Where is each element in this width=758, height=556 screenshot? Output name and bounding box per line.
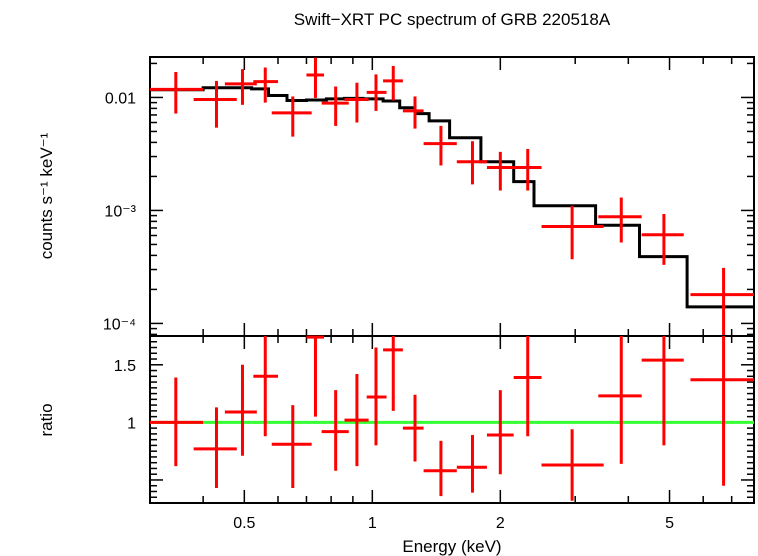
chart-title: Swift−XRT PC spectrum of GRB 220518A bbox=[294, 10, 611, 29]
x-tick-labels: 0.5 1 2 5 bbox=[233, 515, 674, 532]
spectrum-data-point bbox=[193, 80, 237, 128]
ratio-data-point bbox=[253, 336, 278, 437]
ratio-data-point bbox=[690, 336, 754, 486]
y-tick-label: 10⁻⁴ bbox=[103, 316, 136, 333]
ratio-panel: 11.5 0.5 1 2 5 ratio Energy (keV) bbox=[37, 335, 755, 556]
spectrum-data-point bbox=[224, 69, 257, 105]
y-tick-label: 0.01 bbox=[105, 90, 136, 107]
spectrum-panel: 0.01 10⁻³ 10⁻⁴ counts s⁻¹ keV⁻¹ bbox=[37, 56, 755, 337]
ratio-data-point bbox=[321, 390, 349, 471]
ratio-data-point bbox=[513, 336, 542, 437]
ratio-plot-frame bbox=[149, 335, 755, 504]
ratio-data-point bbox=[423, 440, 457, 497]
spectrum-axis-ticks bbox=[149, 57, 754, 336]
spectrum-y-tick-labels: 0.01 10⁻³ 10⁻⁴ bbox=[103, 90, 137, 333]
spectrum-data-point bbox=[402, 96, 424, 129]
x-tick-label: 5 bbox=[665, 515, 674, 532]
spectrum-model-group bbox=[150, 86, 754, 309]
spectrum-data-point bbox=[253, 67, 278, 103]
ratio-data-point bbox=[402, 394, 424, 462]
spectrum-data-point bbox=[306, 57, 325, 98]
spectrum-data-point bbox=[641, 213, 684, 265]
ratio-data-point bbox=[456, 435, 487, 493]
ratio-data-point bbox=[150, 377, 204, 467]
model-step-line bbox=[150, 86, 754, 309]
spectrum-data-point bbox=[513, 148, 542, 191]
spectrum-data-point bbox=[598, 197, 642, 243]
spectrum-data-point bbox=[150, 71, 204, 114]
spectrum-y-axis-label: counts s⁻¹ keV⁻¹ bbox=[37, 132, 56, 259]
spectrum-data-point bbox=[456, 141, 487, 185]
x-tick-label: 0.5 bbox=[233, 515, 255, 532]
spectrum-data-point bbox=[344, 82, 369, 123]
ratio-axis-ticks bbox=[149, 335, 754, 503]
y-tick-label: 1.5 bbox=[114, 358, 136, 375]
spectrum-plot-frame bbox=[149, 56, 755, 337]
ratio-data-point bbox=[641, 336, 684, 446]
ratio-y-axis-label: ratio bbox=[37, 403, 56, 436]
ratio-data-point bbox=[541, 429, 604, 501]
ratio-data-group bbox=[150, 335, 754, 501]
ratio-data-point bbox=[366, 347, 387, 446]
ratio-data-point bbox=[383, 336, 403, 411]
ratio-data-point bbox=[486, 390, 514, 475]
spectrum-data-point bbox=[321, 86, 349, 126]
x-axis-label: Energy (keV) bbox=[402, 537, 501, 556]
spectrum-data-point bbox=[690, 267, 754, 336]
spectrum-data-point bbox=[541, 205, 604, 260]
spectrum-data-point bbox=[383, 65, 403, 101]
ratio-data-point bbox=[598, 336, 642, 464]
ratio-data-point bbox=[224, 364, 257, 456]
ratio-y-tick-labels: 11.5 bbox=[114, 358, 136, 433]
ratio-data-point bbox=[271, 405, 312, 489]
spectrum-data-point bbox=[271, 96, 312, 137]
spectrum-data-point bbox=[366, 74, 387, 111]
spectrum-data-point bbox=[486, 151, 514, 191]
ratio-data-point bbox=[344, 374, 369, 467]
y-tick-label: 1 bbox=[127, 415, 136, 432]
y-tick-label: 10⁻³ bbox=[104, 203, 136, 220]
spectrum-data-point bbox=[423, 125, 457, 166]
x-tick-label: 1 bbox=[368, 515, 377, 532]
ratio-data-point bbox=[193, 407, 237, 489]
ratio-data-point bbox=[306, 335, 325, 417]
spectrum-data-group bbox=[150, 57, 754, 336]
x-tick-label: 2 bbox=[496, 515, 505, 532]
